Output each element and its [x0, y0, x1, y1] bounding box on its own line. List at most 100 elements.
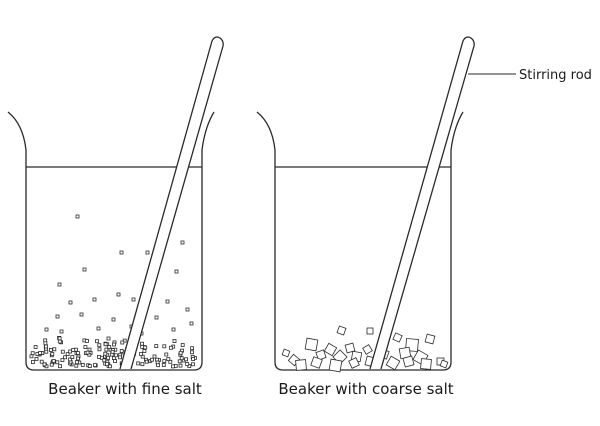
fine-salt-particle [178, 350, 183, 355]
fine-salt-particle [140, 362, 145, 367]
fine-salt-particle [174, 269, 179, 274]
coarse-salt-crystal [336, 325, 347, 336]
fine-salt-particle [57, 339, 62, 344]
fine-salt-particle [169, 345, 173, 350]
fine-salt-particle [107, 345, 112, 349]
fine-salt-particle [131, 297, 136, 302]
coarse-salt-crystal [328, 358, 343, 373]
fine-salt-particle [166, 357, 171, 362]
fine-salt-particle [190, 362, 195, 367]
coarse-salt-crystal [344, 342, 356, 354]
fine-salt-particle [44, 349, 49, 354]
beaker-fine-salt [7, 36, 224, 371]
fine-salt-particle [60, 358, 65, 363]
fine-salt-particle [178, 363, 183, 368]
fine-salt-particle [108, 364, 112, 369]
fine-salt-particle [93, 363, 97, 368]
fine-salt-particle [116, 292, 121, 297]
fine-salt-particle [189, 321, 194, 326]
fine-salt-particle [140, 341, 144, 346]
coarse-salt-crystal [362, 344, 373, 355]
fine-salt-particle [170, 364, 175, 369]
fine-salt-particle [55, 314, 60, 319]
fine-salt-particle [103, 351, 108, 356]
fine-salt-particle [106, 355, 110, 360]
fine-salt-particle [74, 363, 79, 368]
coarse-salt-crystal [392, 332, 403, 343]
beaker-outline [256, 111, 464, 371]
fine-salt-particle [95, 339, 99, 344]
fine-salt-particle [190, 350, 194, 355]
fine-salt-particle [49, 362, 54, 367]
fine-salt-particle [44, 327, 49, 332]
fine-salt-particle [71, 347, 76, 352]
fine-salt-particle [70, 355, 75, 360]
fine-salt-particle [33, 345, 38, 349]
fine-salt-particle [103, 342, 108, 347]
fine-salt-particle [42, 362, 47, 367]
fine-salt-particle [38, 351, 42, 355]
fine-salt-particle [140, 344, 145, 349]
fine-salt-particle [185, 362, 190, 366]
fine-salt-particle [34, 356, 39, 361]
fine-salt-particle [76, 351, 80, 355]
fine-salt-particle [82, 267, 87, 272]
fine-salt-particle [142, 349, 147, 353]
fine-salt-particle [184, 357, 189, 362]
stirring-rod [119, 36, 224, 370]
fine-salt-particle [110, 349, 115, 354]
fine-salt-particle [104, 347, 109, 352]
fine-salt-particle [111, 317, 116, 322]
fine-salt-particle [80, 362, 85, 367]
fine-salt-particle [105, 362, 109, 367]
coarse-salt-crystal [420, 358, 432, 370]
fine-salt-particle [65, 352, 70, 357]
coarse-salt-crystal [402, 355, 415, 368]
fine-salt-particle [68, 357, 72, 362]
coarse-salt-crystal [304, 337, 319, 352]
fine-salt-particle [68, 349, 73, 354]
fine-salt-particle [180, 343, 185, 347]
fine-salt-particle [149, 357, 154, 362]
fine-salt-particle [59, 329, 64, 334]
coarse-salt-crystal [439, 359, 449, 369]
fine-salt-particle [119, 349, 124, 353]
coarse-salt-crystals [281, 325, 449, 373]
coarse-salt-crystal [366, 327, 374, 335]
fine-salt-caption: Beaker with fine salt [48, 380, 202, 398]
fine-salt-particle [92, 297, 97, 302]
fine-salt-particle [97, 343, 102, 348]
fine-salt-particle [57, 282, 62, 287]
fine-salt-particle [152, 354, 157, 359]
fine-salt-particle [51, 359, 56, 364]
fine-salt-particle [156, 363, 161, 368]
fine-salt-particle [161, 363, 166, 367]
fine-salt-particle [39, 359, 44, 364]
fine-salt-particle [179, 356, 184, 361]
fine-salt-particle [112, 342, 116, 347]
fine-salt-particle [114, 353, 118, 358]
fine-salt-particle [87, 347, 92, 352]
fine-salt-particle [97, 354, 101, 359]
fine-salt-particle [171, 327, 176, 332]
fine-salt-particle [190, 346, 195, 351]
fine-salt-particle [75, 360, 79, 365]
fine-salt-particle [164, 352, 169, 357]
coarse-salt-crystal [348, 357, 360, 369]
fine-salt-particle [187, 364, 192, 368]
coarse-salt-crystal [315, 349, 327, 361]
fine-salt-particle [106, 336, 111, 341]
fine-salt-particle [102, 358, 107, 363]
fine-salt-particle [136, 361, 141, 366]
fine-salt-particle [143, 345, 148, 350]
coarse-salt-crystal [281, 348, 291, 358]
coarse-salt-crystal [310, 356, 323, 369]
coarse-salt-crystal [424, 333, 436, 345]
fine-salt-particle [52, 347, 57, 352]
fine-salt-particle [49, 347, 53, 352]
fine-salt-particle [165, 299, 170, 304]
fine-salt-particle [60, 349, 65, 354]
coarse-salt-crystal [295, 359, 307, 371]
